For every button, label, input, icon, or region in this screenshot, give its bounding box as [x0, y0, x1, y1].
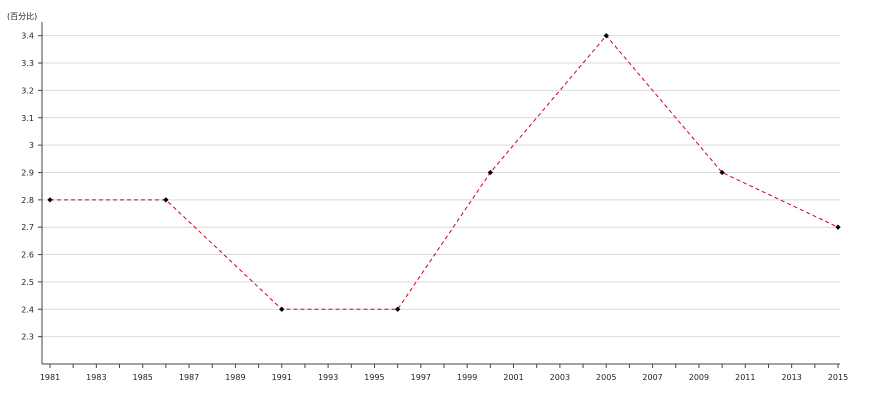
y-axis-unit-label: (百分比)	[7, 11, 37, 21]
series-line	[50, 34, 839, 310]
y-tick-label: 2.3	[21, 333, 34, 342]
y-tick-label: 3	[29, 141, 34, 150]
x-tick-label: 1987	[179, 373, 199, 382]
y-tick-label: 2.9	[21, 168, 34, 177]
x-tick-label: 2005	[596, 373, 616, 382]
data-point-marker	[719, 169, 725, 176]
y-tick-label: 2.8	[21, 196, 34, 205]
y-tick-label: 2.6	[21, 251, 34, 260]
x-tick-label: 2011	[735, 373, 755, 382]
x-tick-label: 1981	[40, 373, 60, 382]
y-tick-label: 2.4	[21, 305, 34, 314]
data-point-marker	[394, 306, 401, 313]
x-tick-label: 2015	[828, 373, 848, 382]
data-point-marker	[163, 197, 169, 203]
x-tick-label: 1999	[457, 373, 477, 382]
x-tick-label: 2007	[642, 373, 662, 382]
x-tick-label: 1985	[133, 373, 153, 382]
y-tick-label: 3.4	[21, 32, 34, 41]
data-point-marker	[603, 32, 609, 39]
series-layer	[47, 32, 841, 313]
x-tick-label: 2003	[550, 373, 570, 382]
y-tick-label: 3.1	[21, 114, 34, 123]
x-tick-label: 2001	[503, 373, 523, 382]
axes: 2.3 2.4 2.5 2.6 2.7 2.8 2.9 3 3.1 3.2 3.3 3.4 1981 19…	[21, 22, 848, 382]
x-tick-label: 1995	[364, 373, 384, 382]
y-tick-label: 3.2	[21, 86, 34, 95]
gridlines	[42, 35, 840, 338]
data-point-marker	[835, 224, 841, 230]
y-tick-label: 3.3	[21, 59, 34, 68]
y-tick-label: 2.7	[21, 223, 34, 232]
x-tick-label: 1983	[86, 373, 106, 382]
x-tick-label: 2013	[781, 373, 801, 382]
y-tick-label: 2.5	[21, 278, 34, 287]
data-point-marker	[487, 169, 494, 176]
x-tick-label: 2009	[689, 373, 709, 382]
x-tick-label: 1993	[318, 373, 338, 382]
x-tick-label: 1989	[225, 373, 245, 382]
data-point-marker	[279, 306, 285, 313]
data-point-marker	[47, 197, 53, 203]
x-tick-label: 1997	[411, 373, 431, 382]
x-tick-label: 1991	[272, 373, 292, 382]
